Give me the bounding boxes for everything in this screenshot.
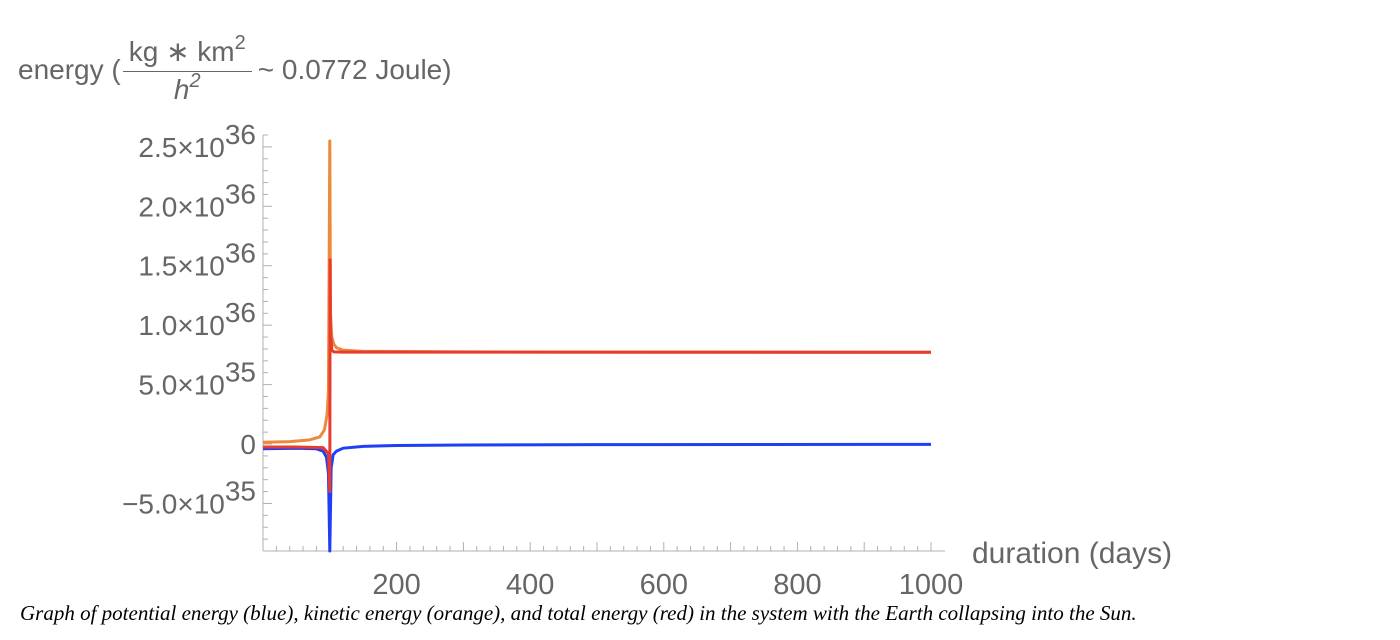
y-tick-label: 2.0×1036: [138, 178, 256, 222]
y-axis-title: energy ( kg ∗ km2 h2 ~ 0.0772 Joule): [18, 22, 452, 118]
figure-caption: Graph of potential energy (blue), kineti…: [20, 601, 1137, 625]
x-tick-label: 200: [372, 569, 420, 600]
y-tick-label: −5.0×1035: [122, 475, 256, 519]
y-axis-title-suffix: ~ 0.0772 Joule): [257, 54, 452, 85]
x-tick-label: 1000: [899, 569, 964, 600]
y-axis-unit-fraction: kg ∗ km2 h2: [122, 33, 252, 106]
x-tick-label: 600: [640, 569, 688, 600]
unit-numerator: kg ∗ km2: [122, 33, 252, 72]
x-tick-label: 400: [506, 569, 554, 600]
series-line-2: [262, 139, 932, 444]
energy-chart: 200 400 600 800 1000 2.5×1036 2.0×1036 1.5×1036…: [122, 119, 964, 600]
x-tick-label: 800: [773, 569, 821, 600]
unit-denominator: h2: [173, 69, 201, 105]
y-tick-label: 1.5×1036: [138, 238, 256, 282]
x-axis-title: duration (days): [972, 537, 1173, 570]
y-tick-label: 0: [240, 429, 256, 460]
y-tick-label: 2.5×1036: [138, 119, 256, 163]
series-line-3: [263, 258, 932, 494]
y-axis-title-prefix: energy (: [18, 54, 121, 85]
series-line-1: [262, 442, 932, 553]
y-tick-label: 5.0×1035: [138, 357, 256, 401]
y-tick-label: 1.0×1036: [138, 297, 256, 341]
